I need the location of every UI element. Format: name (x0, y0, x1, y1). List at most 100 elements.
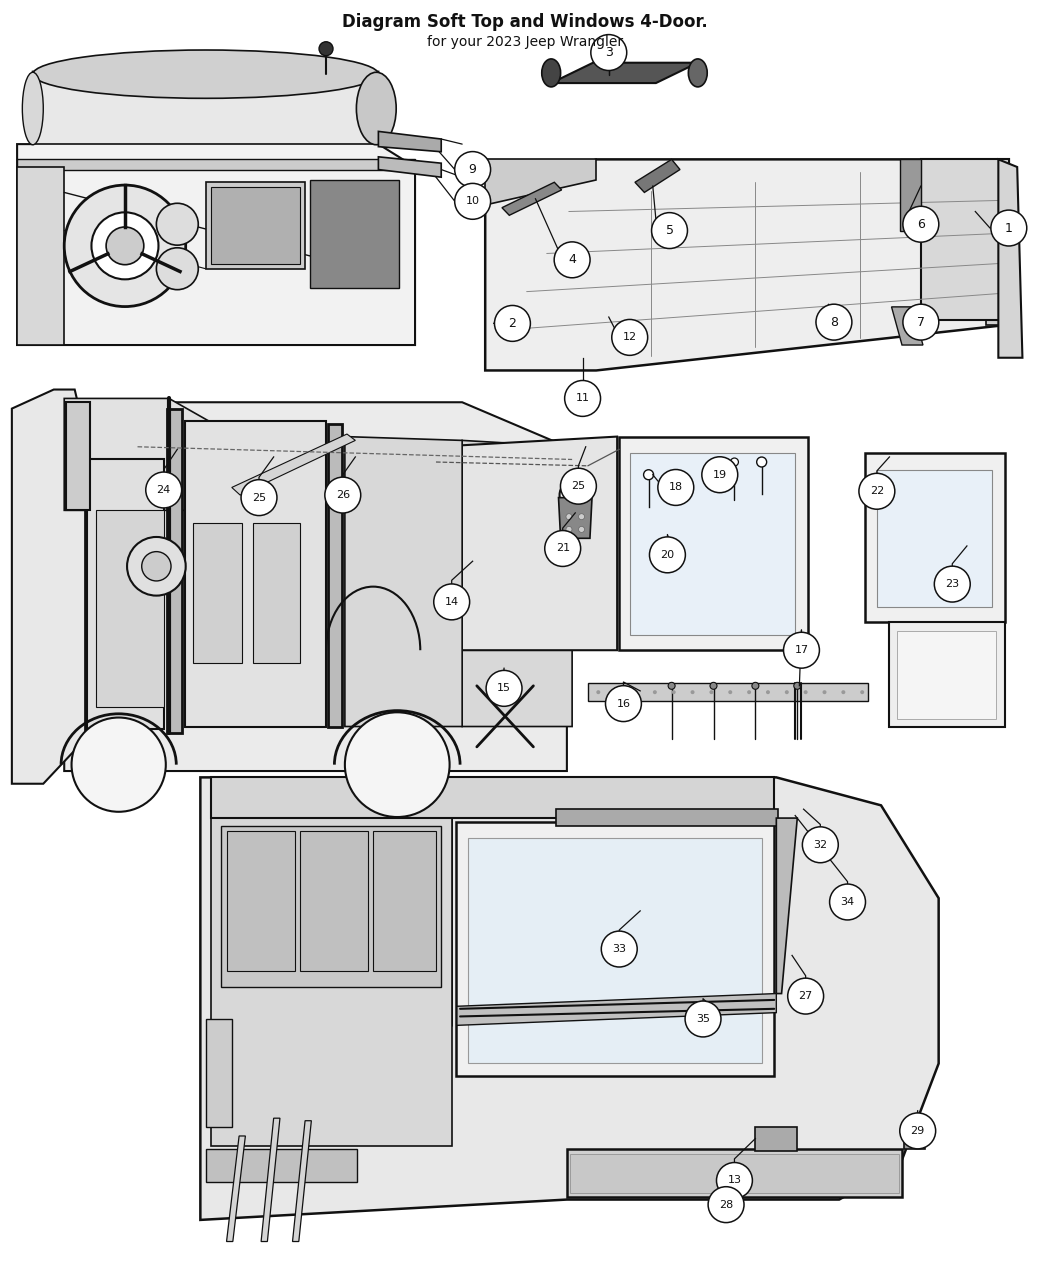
Polygon shape (232, 434, 355, 495)
Polygon shape (17, 159, 415, 170)
Circle shape (934, 566, 970, 602)
Text: 33: 33 (612, 944, 626, 954)
Text: 12: 12 (623, 333, 636, 343)
Circle shape (710, 690, 713, 694)
Ellipse shape (542, 59, 561, 87)
Polygon shape (485, 159, 1009, 371)
Text: 28: 28 (719, 1200, 733, 1210)
Circle shape (757, 456, 766, 467)
Polygon shape (227, 831, 295, 970)
Polygon shape (373, 831, 436, 970)
Text: 34: 34 (840, 898, 855, 907)
Circle shape (708, 1187, 744, 1223)
Polygon shape (567, 1149, 902, 1197)
Circle shape (455, 184, 490, 219)
Text: 4: 4 (568, 254, 576, 266)
Circle shape (716, 1163, 753, 1198)
Polygon shape (436, 436, 617, 650)
Text: 19: 19 (713, 469, 727, 479)
Circle shape (644, 469, 653, 479)
Polygon shape (456, 822, 774, 1076)
Circle shape (64, 185, 186, 306)
Text: 25: 25 (252, 492, 266, 502)
Polygon shape (865, 453, 1005, 622)
Polygon shape (889, 622, 1005, 727)
Circle shape (731, 458, 738, 465)
Text: 29: 29 (910, 1126, 925, 1136)
Text: 1: 1 (1005, 222, 1013, 235)
Circle shape (142, 552, 171, 581)
Circle shape (486, 671, 522, 706)
Circle shape (344, 713, 449, 817)
Polygon shape (502, 182, 562, 215)
Polygon shape (556, 810, 778, 826)
Circle shape (701, 456, 738, 492)
Circle shape (691, 690, 694, 694)
Text: 23: 23 (945, 579, 960, 589)
Circle shape (615, 690, 620, 694)
Text: 9: 9 (468, 163, 477, 176)
Polygon shape (620, 436, 807, 650)
Polygon shape (378, 131, 441, 152)
Polygon shape (462, 440, 572, 727)
Circle shape (652, 213, 688, 249)
Polygon shape (897, 631, 996, 719)
Text: 10: 10 (465, 196, 480, 207)
Circle shape (106, 227, 144, 265)
Polygon shape (921, 159, 1009, 320)
Circle shape (653, 690, 657, 694)
Circle shape (127, 537, 186, 595)
Text: for your 2023 Jeep Wrangler: for your 2023 Jeep Wrangler (427, 34, 623, 48)
Circle shape (455, 152, 490, 187)
Circle shape (748, 690, 751, 694)
Circle shape (554, 242, 590, 278)
Text: 35: 35 (696, 1014, 710, 1024)
Circle shape (794, 682, 801, 690)
Polygon shape (559, 497, 592, 538)
Circle shape (784, 690, 789, 694)
Polygon shape (211, 819, 452, 1146)
Ellipse shape (33, 50, 378, 98)
Polygon shape (206, 1149, 357, 1182)
Circle shape (156, 203, 198, 245)
Circle shape (71, 718, 166, 812)
Polygon shape (211, 778, 774, 819)
Polygon shape (222, 826, 441, 987)
Circle shape (668, 682, 675, 690)
Circle shape (729, 690, 732, 694)
Polygon shape (253, 523, 300, 663)
Text: 3: 3 (605, 46, 613, 59)
Text: 20: 20 (660, 550, 674, 560)
Polygon shape (630, 453, 795, 635)
Polygon shape (900, 159, 921, 231)
Circle shape (752, 682, 759, 690)
Circle shape (561, 468, 596, 504)
Circle shape (545, 530, 581, 566)
Circle shape (596, 690, 601, 694)
Circle shape (822, 690, 826, 694)
Polygon shape (344, 436, 462, 727)
Text: 6: 6 (917, 218, 925, 231)
Polygon shape (211, 187, 300, 264)
Polygon shape (206, 1019, 232, 1127)
Polygon shape (551, 62, 698, 83)
Ellipse shape (356, 73, 396, 145)
Circle shape (560, 479, 591, 511)
Text: 16: 16 (616, 699, 630, 709)
Text: 25: 25 (571, 481, 586, 491)
Text: 32: 32 (814, 840, 827, 849)
Ellipse shape (689, 59, 708, 87)
Circle shape (900, 1113, 936, 1149)
Polygon shape (999, 159, 1023, 358)
Circle shape (579, 527, 585, 533)
Polygon shape (457, 993, 776, 1025)
Circle shape (324, 477, 361, 513)
Circle shape (841, 690, 845, 694)
Circle shape (434, 584, 469, 620)
Polygon shape (635, 159, 680, 193)
Polygon shape (12, 390, 85, 784)
Polygon shape (17, 167, 64, 346)
Circle shape (242, 479, 277, 515)
Circle shape (860, 690, 864, 694)
Circle shape (156, 247, 198, 289)
